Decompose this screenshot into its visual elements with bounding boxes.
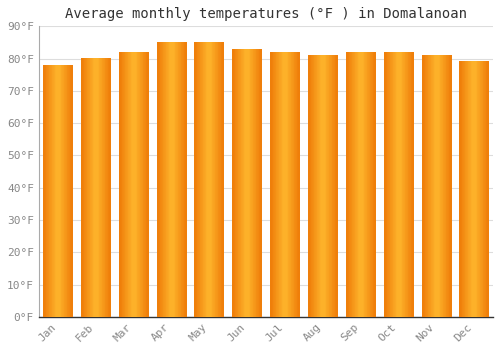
Title: Average monthly temperatures (°F ) in Domalanoan: Average monthly temperatures (°F ) in Do… — [65, 7, 467, 21]
